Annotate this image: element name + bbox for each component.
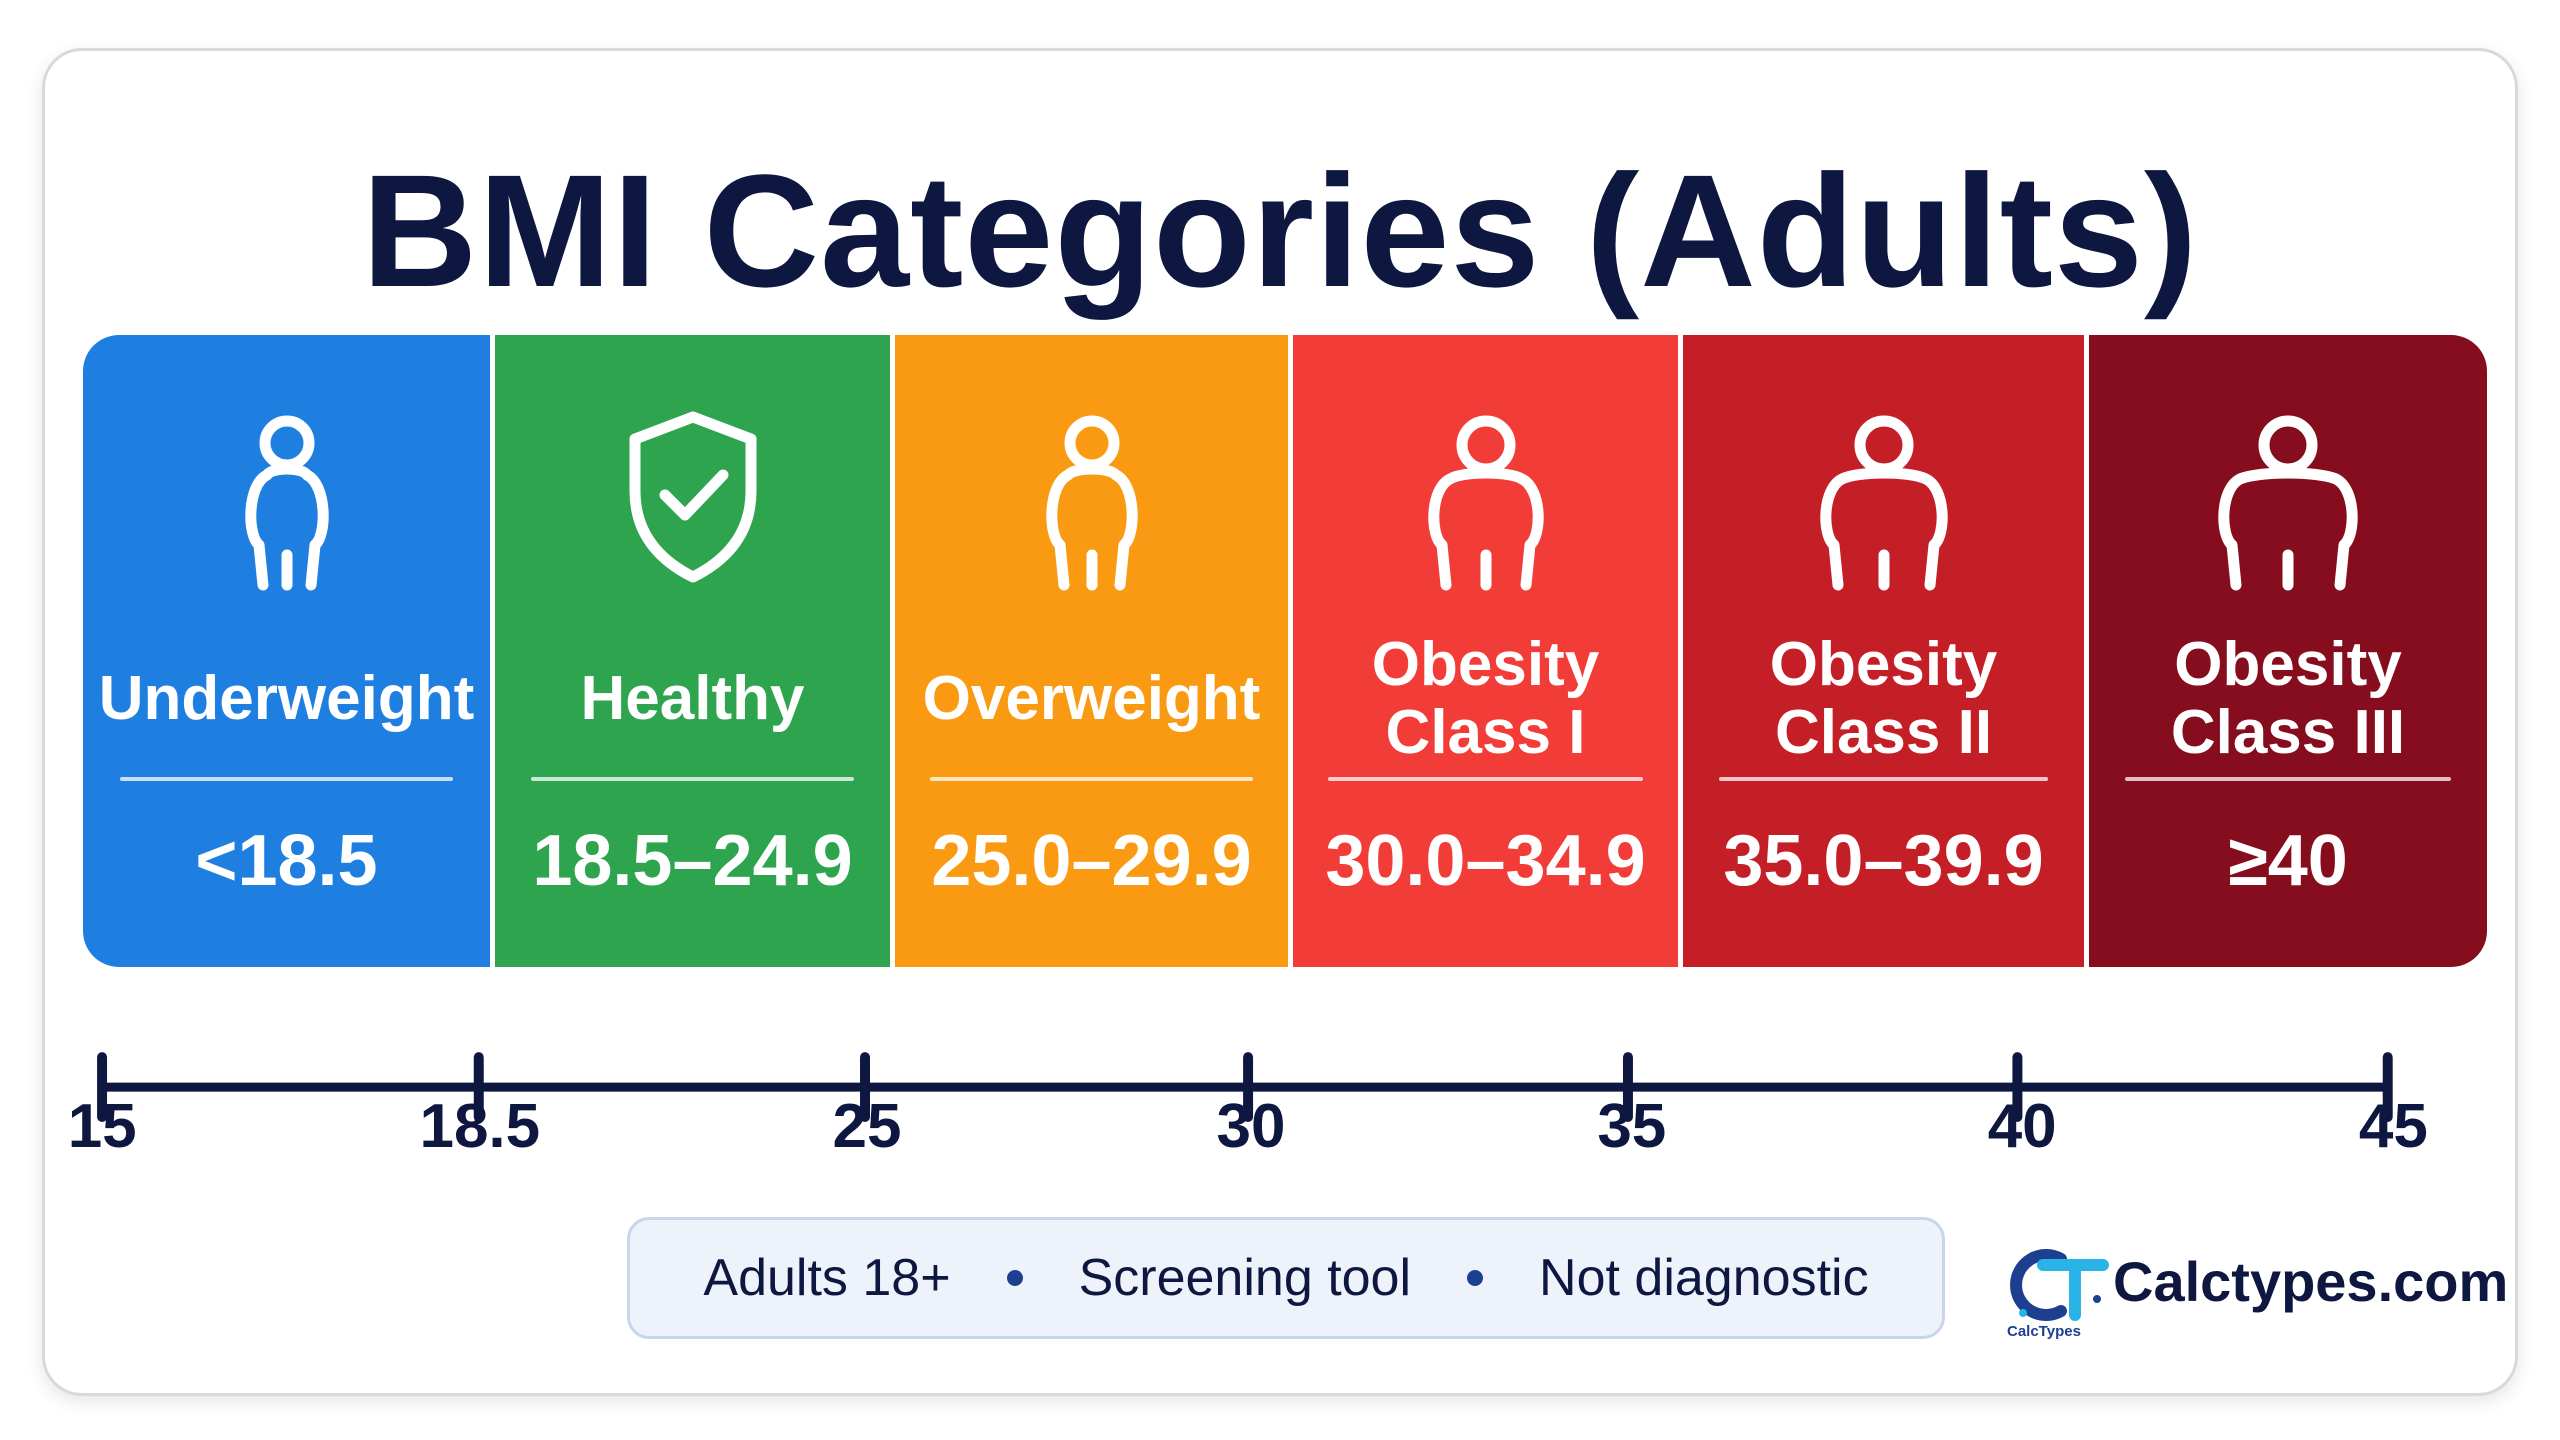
category-label-line: Underweight [98, 664, 475, 733]
category-label: Obesity Class III [2089, 629, 2487, 769]
category-label-line: Obesity [2174, 630, 2402, 699]
bullet-dot [1006, 1270, 1023, 1286]
category-label-line: Healthy [580, 664, 805, 733]
category-segment: Obesity Class I 30.0–34.9 [1293, 335, 1683, 967]
category-label-line: Overweight [922, 664, 1261, 733]
person-heaviest-icon [2089, 395, 2487, 595]
category-band: Underweight <18.5 Healthy 18.5–24.9 Overwe… [83, 335, 2487, 967]
category-segment: Obesity Class III ≥40 [2089, 335, 2487, 967]
brand-name: Calctypes.com [2113, 1250, 2509, 1313]
category-range: <18.5 [195, 821, 378, 901]
page-title: BMI Categories (Adults) [361, 141, 2199, 320]
category-label-line: Obesity [1769, 630, 1998, 699]
divider [930, 777, 1253, 781]
category-label: Underweight [83, 629, 490, 769]
axis-tick-label: 40 [1987, 1092, 2057, 1161]
axis-tick-label: 15 [67, 1092, 137, 1161]
person-slim-icon [83, 395, 490, 595]
note-screening: Screening tool [1078, 1249, 1412, 1307]
shield-check-icon [495, 395, 890, 595]
category-range: 30.0–34.9 [1325, 821, 1646, 901]
category-label-line: Class III [2170, 698, 2406, 767]
bullet-dot [1467, 1270, 1484, 1286]
calctypes-logo-icon [2010, 1249, 2109, 1321]
category-label-line: Class II [1774, 698, 1993, 767]
category-range: ≥40 [2228, 821, 2348, 901]
axis-tick-label: 35 [1597, 1092, 1667, 1161]
divider [1719, 777, 2048, 781]
divider [530, 777, 855, 781]
axis-tick-label: 45 [2358, 1092, 2428, 1161]
divider [2124, 777, 2452, 781]
category-segment: Underweight <18.5 [83, 335, 495, 967]
person-heavy-icon [1293, 395, 1678, 595]
category-range: 25.0–29.9 [931, 821, 1252, 901]
category-label-line: Class I [1385, 698, 1586, 767]
notes-pill: Adults 18+ Screening tool Not diagnostic [627, 1217, 1945, 1339]
category-label: Healthy [495, 629, 890, 769]
infographic-card: BMI Categories (Adults) Underweight <18.5… [42, 48, 2518, 1396]
note-not-diagnostic: Not diagnostic [1539, 1249, 1869, 1307]
bmi-scale-axis [97, 1052, 2393, 1122]
category-label-line: Obesity [1371, 630, 1600, 699]
divider [1327, 777, 1644, 781]
divider [119, 777, 454, 781]
category-label: Overweight [895, 629, 1288, 769]
category-range: 18.5–24.9 [532, 821, 853, 901]
brand: CalcTypes Calctypes.com [2003, 1241, 2508, 1351]
category-segment: Healthy 18.5–24.9 [495, 335, 895, 967]
person-heavier-icon [1683, 395, 2084, 595]
note-adults: Adults 18+ [703, 1249, 951, 1307]
axis-tick-label: 25 [832, 1092, 902, 1161]
person-icon [895, 395, 1288, 595]
axis-tick-label: 18.5 [419, 1092, 541, 1161]
category-label: Obesity Class I [1293, 629, 1678, 769]
brand-logo-caption: CalcTypes [2007, 1323, 2081, 1340]
category-range: 35.0–39.9 [1723, 821, 2044, 901]
axis-tick-label: 30 [1216, 1092, 1286, 1161]
category-segment: Obesity Class II 35.0–39.9 [1683, 335, 2089, 967]
category-label: Obesity Class II [1683, 629, 2084, 769]
category-segment: Overweight 25.0–29.9 [895, 335, 1293, 967]
